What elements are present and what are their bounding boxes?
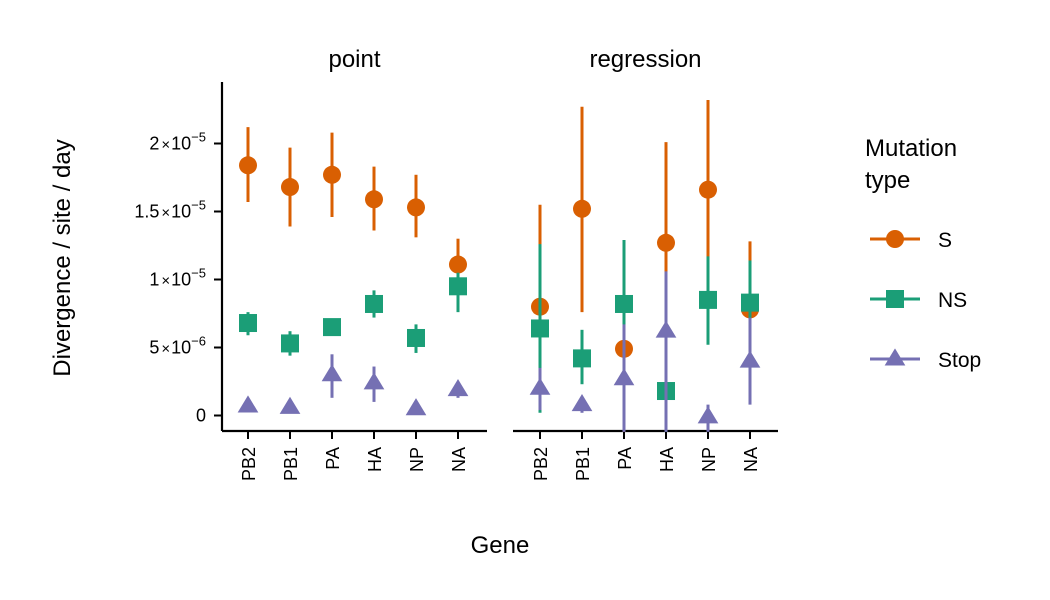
point-s-pb1 (573, 199, 591, 218)
y-tick-label: 0 (196, 406, 206, 426)
x-tick-label-ha: HA (365, 447, 385, 472)
point-ns-pb1 (573, 349, 591, 368)
point-s-np (699, 180, 717, 199)
panel-title: point (328, 46, 380, 73)
x-tick-label-pb2: PB2 (531, 447, 551, 481)
point-stop-ha (363, 372, 385, 390)
point-stop-ha (655, 320, 677, 338)
y-tick-label: 1.5 ×10−5 (134, 198, 206, 222)
x-tick-label-ha: HA (657, 447, 677, 472)
legend-item-stop: Stop (870, 348, 981, 372)
legend-title: type (865, 167, 910, 194)
point-ns-pa (323, 318, 341, 337)
point-stop-pa (321, 364, 343, 382)
point-stop-pb2 (237, 395, 259, 413)
legend-key-ns (886, 290, 904, 308)
point-ns-pb2 (531, 319, 549, 338)
x-tick-label-np: NP (699, 447, 719, 472)
point-stop-pb2 (529, 377, 551, 395)
data-layer (237, 127, 469, 416)
point-ns-ha (365, 294, 383, 313)
point-stop-np (405, 398, 427, 416)
legend-key-s (886, 230, 904, 248)
point-ns-np (407, 328, 425, 347)
legend-key-stop (884, 348, 906, 366)
panel-point: point PB2 PB1 PA HA NP NA (222, 46, 487, 481)
x-tick-label-pb2: PB2 (239, 447, 259, 481)
data-layer (529, 99, 761, 432)
point-s-pb2 (239, 156, 257, 175)
x-tick-label-pa: PA (615, 447, 635, 470)
x-tick-label-np: NP (407, 447, 427, 472)
legend-label: Stop (938, 349, 981, 372)
point-ns-na (741, 293, 759, 312)
point-ns-pb1 (281, 334, 299, 353)
point-s-np (407, 198, 425, 217)
point-ns-np (699, 290, 717, 309)
point-s-pb1 (281, 178, 299, 197)
y-tick-label: 5 ×10−6 (149, 334, 206, 358)
y-tick-label: 1 ×10−5 (149, 266, 206, 290)
x-tick-label-pa: PA (323, 447, 343, 470)
panel-regression: regression PB2 PB1 PA HA NP NA (513, 46, 778, 481)
y-axis: 0 5 ×10−6 1 ×10−5 1.5 ×10−5 2 ×10−5 (134, 82, 224, 431)
point-ns-na (449, 277, 467, 296)
point-stop-pb1 (571, 394, 593, 412)
legend-item-ns: NS (870, 289, 967, 312)
x-tick-label-na: NA (449, 447, 469, 472)
legend: Mutation type S NS Stop (865, 135, 981, 372)
x-tick-label-na: NA (741, 447, 761, 472)
panel-title: regression (589, 46, 701, 73)
legend-label: S (938, 229, 952, 252)
point-ns-pb2 (239, 314, 257, 333)
x-tick-label-pb1: PB1 (573, 447, 593, 481)
point-stop-np (697, 406, 719, 424)
point-stop-pb1 (279, 396, 301, 414)
point-ns-pa (615, 294, 633, 313)
x-tick-label-pb1: PB1 (281, 447, 301, 481)
point-stop-pa (613, 368, 635, 386)
point-stop-na (447, 379, 469, 397)
legend-label: NS (938, 289, 967, 312)
point-s-na (449, 255, 467, 274)
legend-item-s: S (870, 229, 952, 252)
y-tick-label: 2 ×10−5 (149, 130, 206, 154)
point-s-pa (323, 165, 341, 184)
point-s-ha (657, 233, 675, 252)
x-axis-title: Gene (471, 532, 530, 559)
legend-title: Mutation (865, 135, 957, 162)
y-axis-title: Divergence / site / day (49, 139, 76, 376)
point-s-ha (365, 190, 383, 209)
point-stop-na (739, 350, 761, 368)
